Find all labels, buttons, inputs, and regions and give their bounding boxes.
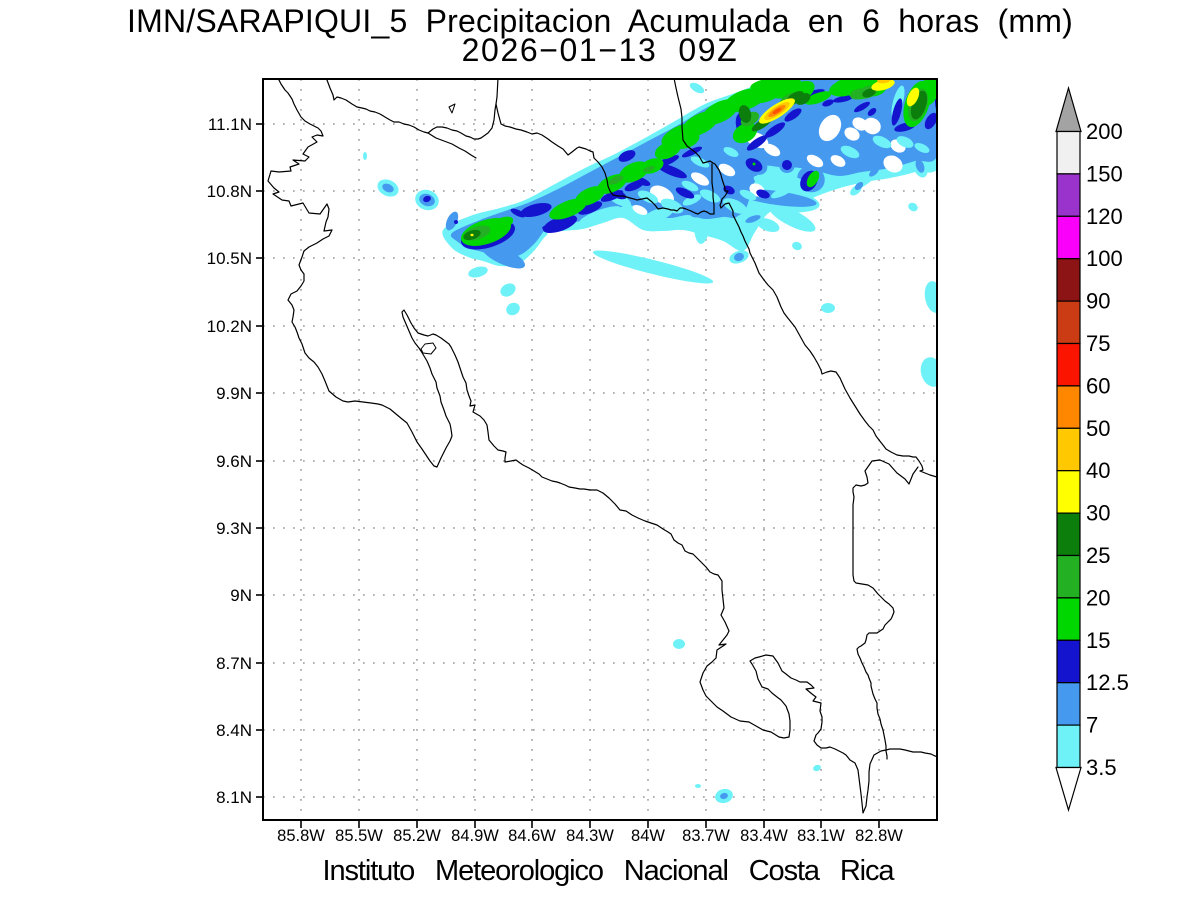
svg-text:10.2N: 10.2N bbox=[207, 317, 252, 336]
svg-text:9N: 9N bbox=[230, 586, 252, 605]
svg-text:40: 40 bbox=[1086, 458, 1110, 483]
svg-text:60: 60 bbox=[1086, 373, 1110, 398]
svg-text:83.7W: 83.7W bbox=[682, 827, 730, 845]
svg-text:12.5: 12.5 bbox=[1086, 670, 1129, 695]
svg-text:50: 50 bbox=[1086, 416, 1110, 441]
svg-text:2026−01−13 09Z: 2026−01−13 09Z bbox=[462, 32, 739, 68]
svg-text:84.3W: 84.3W bbox=[566, 827, 614, 845]
svg-text:10.8N: 10.8N bbox=[207, 182, 252, 201]
svg-text:30: 30 bbox=[1086, 501, 1110, 526]
svg-text:3.5: 3.5 bbox=[1086, 755, 1117, 780]
svg-text:82.8W: 82.8W bbox=[855, 827, 903, 845]
svg-text:8.1N: 8.1N bbox=[216, 788, 252, 807]
svg-text:83.4W: 83.4W bbox=[740, 827, 788, 845]
svg-text:10.5N: 10.5N bbox=[207, 249, 252, 268]
svg-text:11.1N: 11.1N bbox=[208, 115, 252, 134]
svg-text:9.6N: 9.6N bbox=[216, 452, 252, 471]
svg-text:9.9N: 9.9N bbox=[216, 384, 252, 403]
svg-text:85.8W: 85.8W bbox=[277, 827, 325, 845]
svg-text:120: 120 bbox=[1086, 204, 1123, 229]
svg-text:9.3N: 9.3N bbox=[216, 519, 252, 538]
svg-text:75: 75 bbox=[1086, 331, 1110, 356]
svg-text:90: 90 bbox=[1086, 289, 1110, 314]
svg-text:150: 150 bbox=[1086, 161, 1123, 186]
svg-text:85.2W: 85.2W bbox=[393, 827, 441, 845]
svg-text:7: 7 bbox=[1086, 713, 1098, 738]
svg-text:20: 20 bbox=[1086, 585, 1110, 610]
svg-text:15: 15 bbox=[1086, 628, 1110, 653]
svg-text:84W: 84W bbox=[631, 827, 665, 845]
svg-text:IMN/SARAPIQUI_5 Precipitacion: IMN/SARAPIQUI_5 Precipitacion Acumulada … bbox=[127, 3, 1073, 39]
svg-text:25: 25 bbox=[1086, 543, 1110, 568]
svg-text:100: 100 bbox=[1086, 246, 1123, 271]
svg-text:83.1W: 83.1W bbox=[797, 827, 845, 845]
svg-text:8.4N: 8.4N bbox=[216, 721, 252, 740]
svg-text:84.9W: 84.9W bbox=[451, 827, 499, 845]
svg-text:Instituto Meteorologico Na: Instituto Meteorologico Nacional Costa R… bbox=[323, 855, 896, 887]
svg-text:200: 200 bbox=[1086, 119, 1123, 144]
svg-text:85.5W: 85.5W bbox=[335, 827, 383, 845]
svg-text:84.6W: 84.6W bbox=[508, 827, 556, 845]
svg-text:8.7N: 8.7N bbox=[216, 654, 252, 673]
